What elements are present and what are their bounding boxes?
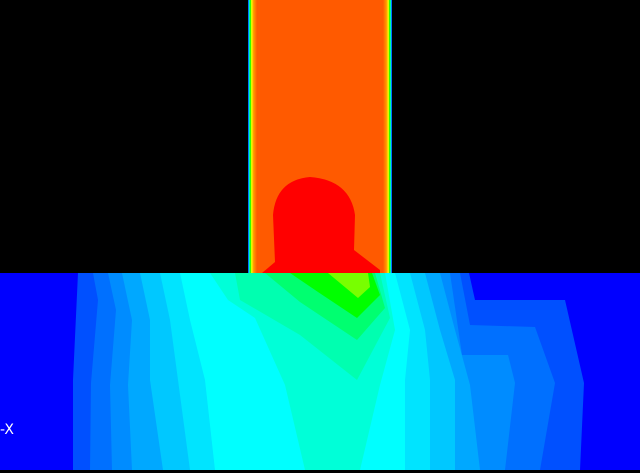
contour-bands (73, 273, 584, 470)
hot-spot (262, 177, 380, 273)
column-right-edge (383, 0, 392, 273)
contour-band (328, 273, 370, 298)
column-left-edge (248, 0, 257, 273)
axis-label: -X (0, 422, 14, 438)
base-bottom-edge (0, 470, 640, 473)
